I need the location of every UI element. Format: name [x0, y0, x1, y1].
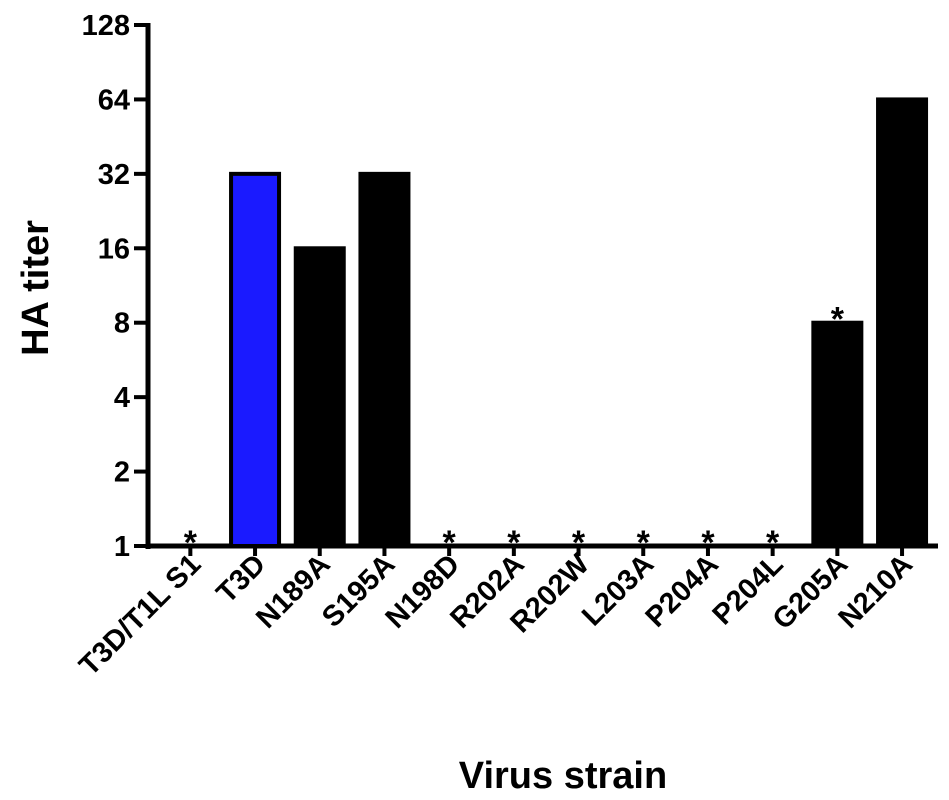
- y-tick-label-2: 2: [114, 457, 130, 489]
- y-tick-label-4: 4: [114, 382, 130, 414]
- bar-N210A: [876, 97, 929, 549]
- bars: [229, 97, 929, 549]
- y-tick-label-128: 128: [82, 10, 130, 42]
- x-axis-title: Virus strain: [459, 755, 667, 797]
- x-tick-label-N210A: N210A: [833, 548, 919, 634]
- x-tick-label-P204A: P204A: [640, 548, 725, 633]
- x-tick-label-T3D/T1L S1: T3D/T1L S1: [73, 548, 207, 682]
- y-axis-title: HA titer: [15, 220, 57, 356]
- y-tick-label-1: 1: [114, 531, 130, 563]
- significance-marker-G205A: *: [831, 301, 845, 339]
- bar-T3D: [229, 171, 282, 548]
- labels: *T3D/T1L S1 T3DN189AS195A*N198D*R202A*R20…: [73, 301, 919, 683]
- axes: 1 2 4 8 16 32 64 128: [82, 10, 938, 563]
- significance-marker-L203A: *: [637, 524, 651, 562]
- y-tick-label-64: 64: [98, 84, 130, 116]
- significance-marker-R202W: *: [572, 524, 586, 562]
- bar-G205A: [811, 320, 864, 549]
- bar-S195A: [358, 171, 411, 548]
- significance-marker-P204A: *: [701, 524, 715, 562]
- significance-marker-T3D/T1L S1: *: [184, 524, 198, 562]
- significance-marker-R202A: *: [507, 524, 521, 562]
- y-tick-label-16: 16: [98, 233, 130, 265]
- y-tick-label-32: 32: [98, 159, 130, 191]
- y-tick-label-8: 8: [114, 308, 130, 340]
- significance-marker-N198D: *: [443, 524, 457, 562]
- x-tick-label-N189A: N189A: [250, 548, 336, 634]
- significance-marker-P204L: *: [766, 524, 780, 562]
- bar-N189A: [293, 246, 346, 549]
